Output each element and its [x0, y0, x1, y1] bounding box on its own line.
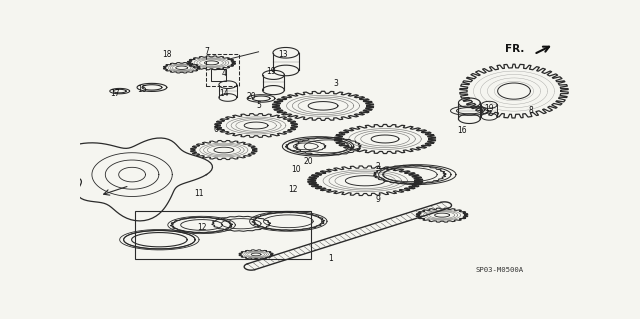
Text: 18: 18	[162, 50, 172, 59]
Text: 20: 20	[246, 92, 256, 100]
Text: 11: 11	[195, 189, 204, 197]
Text: 3: 3	[333, 79, 338, 88]
Text: 17: 17	[110, 89, 120, 98]
Text: 16: 16	[457, 126, 467, 135]
Text: 13: 13	[278, 50, 288, 59]
Text: 14: 14	[219, 89, 228, 98]
Bar	[207, 54, 239, 86]
Text: 12: 12	[196, 223, 206, 232]
Text: 19: 19	[484, 104, 494, 113]
Text: 8: 8	[529, 106, 534, 115]
Bar	[134, 211, 310, 259]
Text: 10: 10	[291, 165, 301, 174]
Text: 2: 2	[375, 161, 380, 171]
Text: 9: 9	[375, 195, 380, 204]
Text: FR.: FR.	[504, 44, 524, 54]
Text: 19: 19	[266, 67, 276, 76]
Text: 20: 20	[303, 157, 313, 166]
Text: 6: 6	[214, 125, 219, 134]
Text: 1: 1	[328, 254, 333, 263]
Text: 15: 15	[137, 85, 147, 94]
Text: 7: 7	[204, 47, 209, 56]
Text: 4: 4	[221, 70, 227, 78]
Bar	[211, 70, 227, 81]
Text: 5: 5	[256, 101, 261, 110]
Text: 12: 12	[289, 185, 298, 194]
Text: SP03-M0500A: SP03-M0500A	[475, 267, 523, 273]
